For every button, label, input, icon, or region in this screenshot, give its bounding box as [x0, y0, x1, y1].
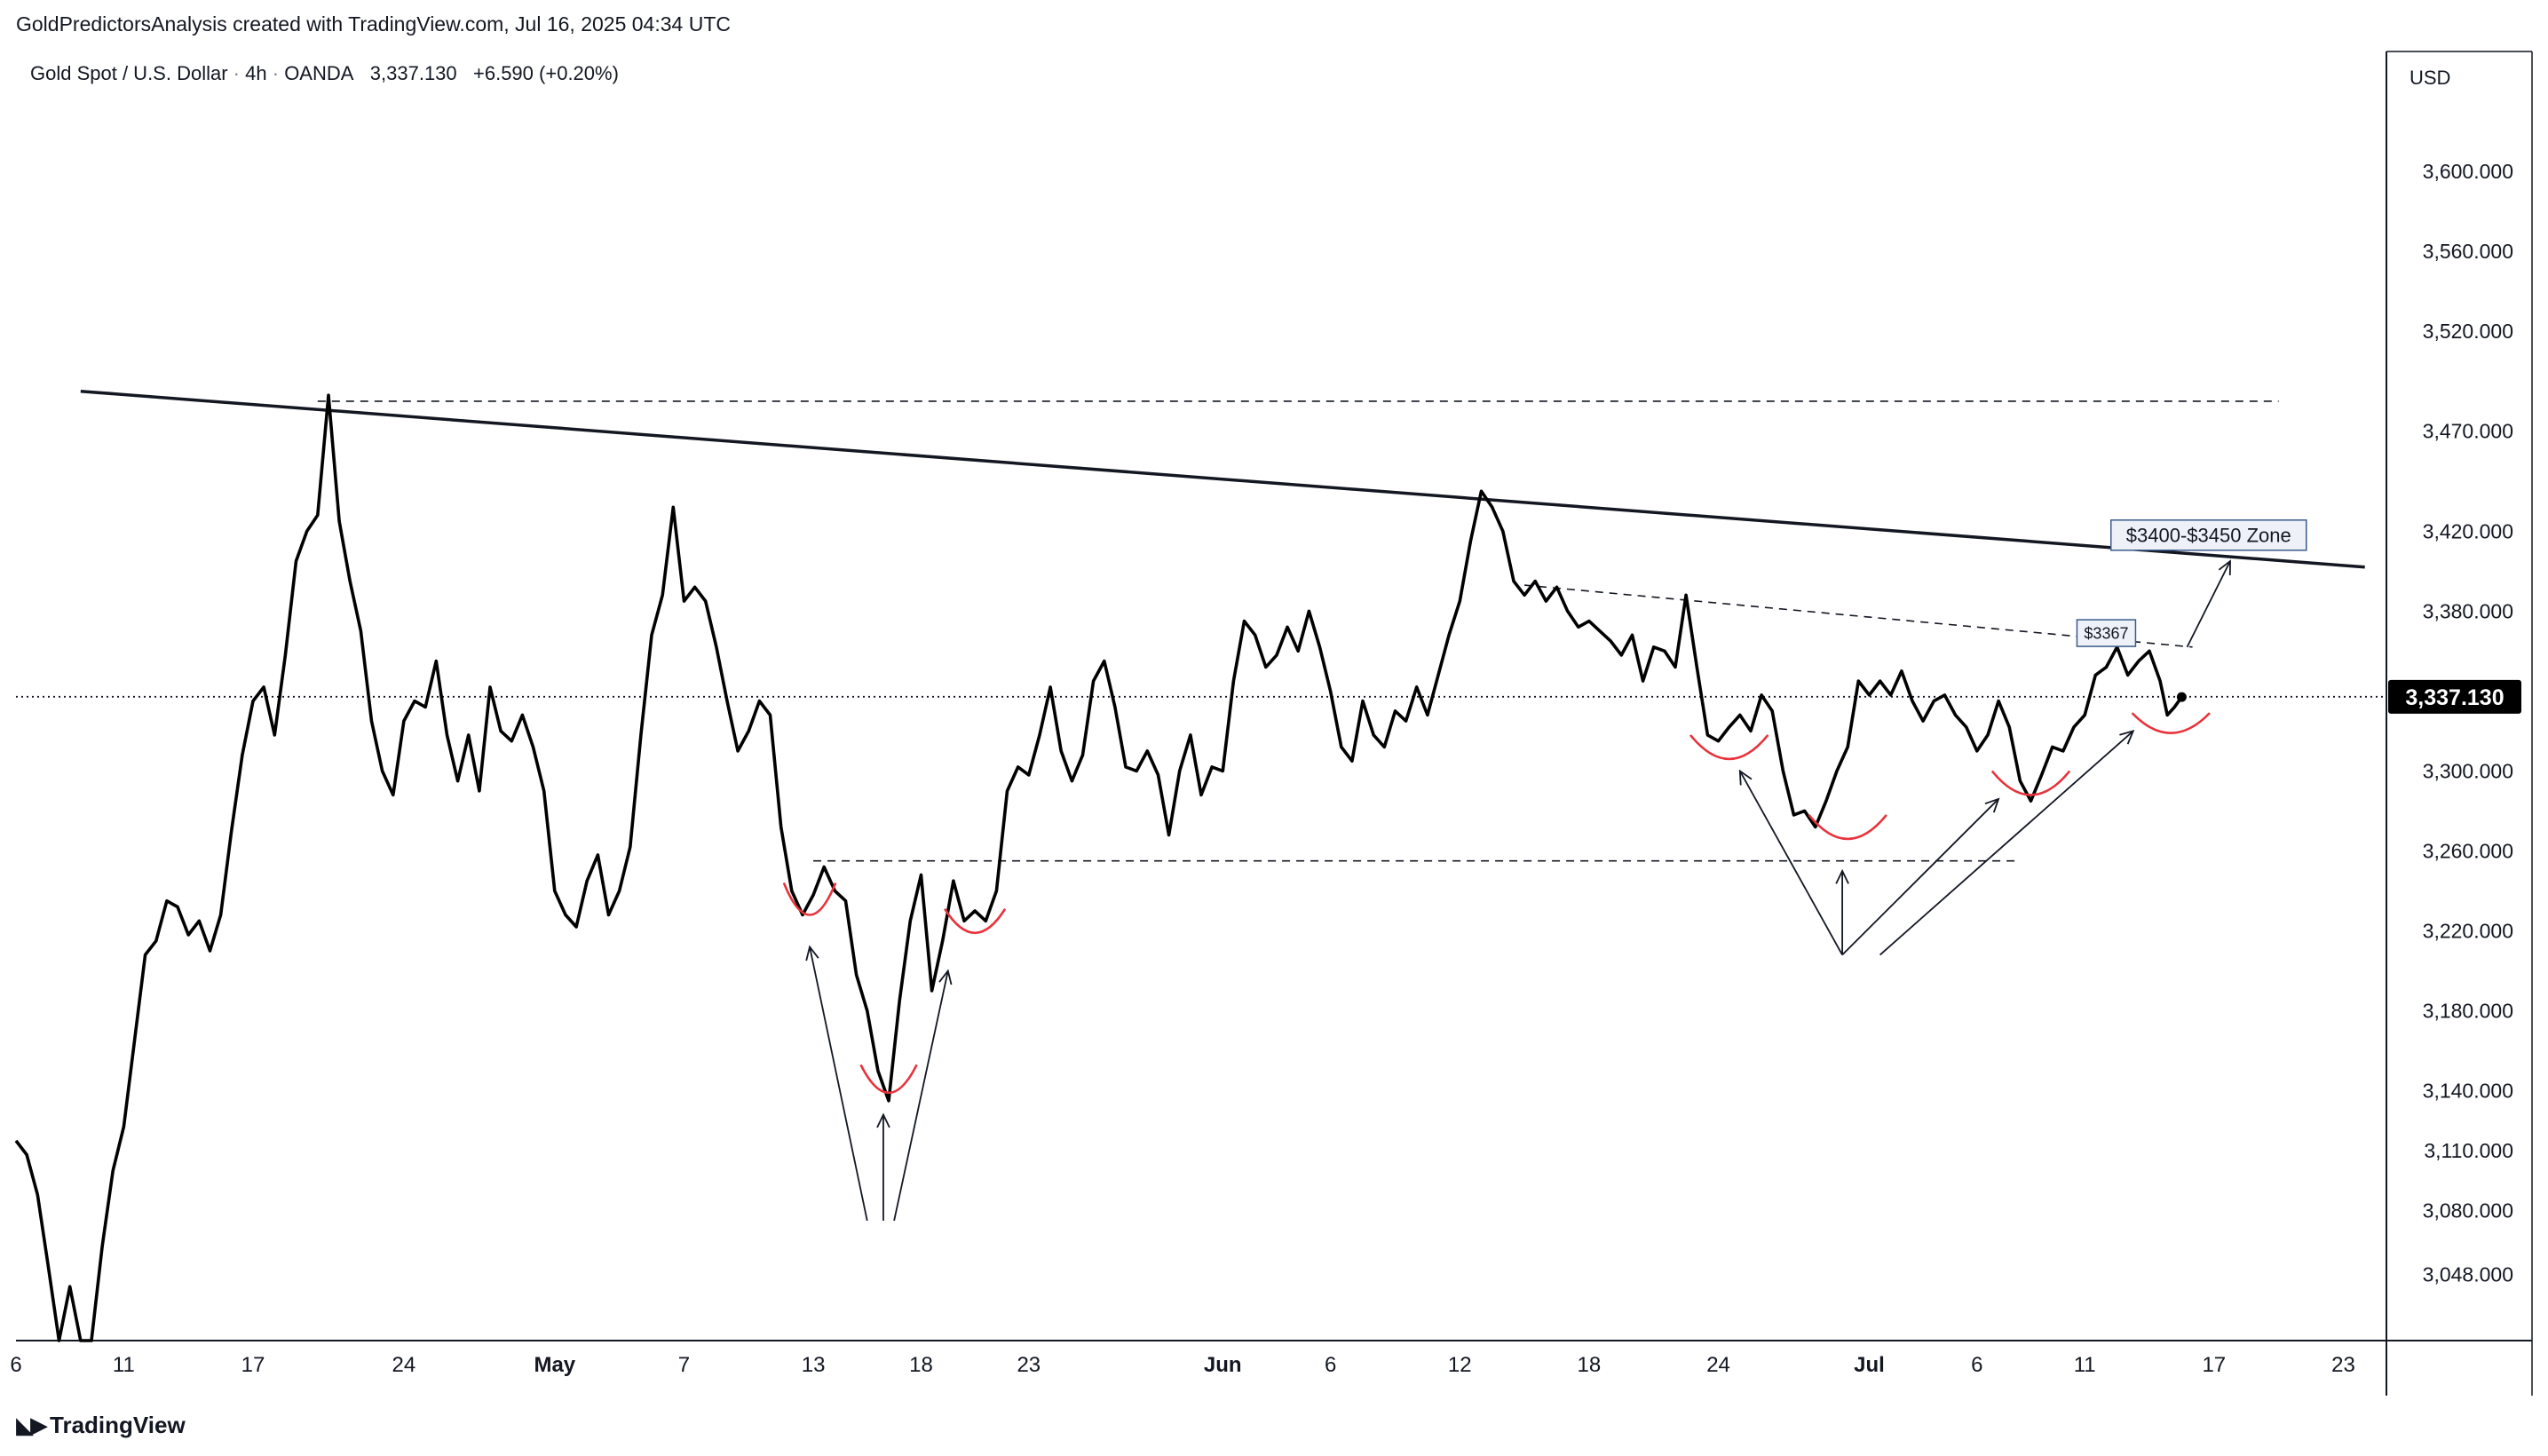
y-tick-label-3: 3,140.000: [2423, 1080, 2513, 1103]
x-tick-label-8: 23: [1017, 1353, 1041, 1377]
y-tick-label-5: 3,220.000: [2423, 920, 2513, 943]
bottom-curve-2: [944, 908, 1007, 934]
x-tick-label-10: 6: [1325, 1353, 1336, 1377]
tradingview-brand: TradingView: [50, 1412, 186, 1438]
x-tick-label-6: 13: [802, 1353, 826, 1377]
x-tick-label-18: 23: [2331, 1353, 2355, 1377]
annotations: $3400-$3450 Zone $3367: [2076, 519, 2307, 647]
y-tick-label-13: 3,600.000: [2423, 160, 2513, 183]
symbol-legend[interactable]: Gold Spot / U.S. Dollar · 4h · OANDA 3,3…: [30, 62, 619, 85]
trendline-0: [80, 389, 2365, 569]
arrow-shaft-0: [809, 946, 868, 1222]
annotation-label-0: $3400-$3450 Zone: [2126, 525, 2291, 547]
price-axis-cover-top: [2388, 53, 2530, 98]
y-tick-label-10: 3,470.000: [2423, 420, 2513, 443]
arrow-shaft-6: [1879, 730, 2134, 956]
arrow-head-4: [1835, 868, 1849, 884]
arrow-shaft-7: [2186, 560, 2231, 648]
x-tick-label-5: 7: [678, 1353, 690, 1377]
symbol-change-pct: (+0.20%): [539, 62, 619, 84]
legend-separator-2: ·: [272, 62, 280, 84]
bottom-curve-0: [782, 882, 837, 916]
symbol-last-price: 3,337.130: [369, 62, 457, 84]
x-tick-label-3: 24: [392, 1353, 416, 1377]
annotation-box-1: [2076, 619, 2137, 647]
arrows: [805, 559, 2231, 1222]
price-axis[interactable]: USD 3,048.000 3,080.000 3,110.000 3,140.000…: [2388, 53, 2530, 1286]
current-price-tag-bg: [2388, 679, 2521, 714]
x-tick-label-17: 17: [2202, 1353, 2226, 1377]
y-tick-label-7: 3,300.000: [2423, 759, 2513, 782]
arrow-head-0: [805, 945, 819, 961]
x-tick-label-16: 11: [2074, 1353, 2096, 1377]
annotation-box-0: [2110, 519, 2307, 551]
bottom-curve-3: [1689, 734, 1769, 761]
annotation-label-1: $3367: [2084, 625, 2128, 643]
tradingview-logo[interactable]: ◣▶ TradingView: [16, 1412, 186, 1439]
x-tick-label-1: 11: [113, 1353, 135, 1377]
current-price-tag-label: 3,337.130: [2405, 685, 2504, 710]
bottom-curve-1: [859, 1064, 918, 1094]
arrow-shaft-5: [1841, 798, 1999, 956]
current-price-tag: 3,337.130: [2388, 679, 2521, 714]
tradingview-mark-icon: ◣▶: [16, 1412, 48, 1438]
time-axis[interactable]: 6 11 17 24 May 7 13 18 23 Jun 6 12 18 24 Jul 6 11 17 23: [10, 1353, 2354, 1377]
arrow-head-1: [876, 1112, 890, 1128]
arrow-shaft-3: [1739, 770, 1843, 955]
x-tick-label-4: May: [534, 1353, 575, 1377]
arrow-head-2: [938, 969, 953, 985]
y-tick-label-11: 3,520.000: [2423, 320, 2513, 343]
arrow-shaft-2: [893, 970, 949, 1222]
y-tick-label-6: 3,260.000: [2423, 839, 2513, 862]
arrow-head-5: [1984, 797, 2000, 813]
arrow-head-7: [2218, 559, 2231, 576]
arrow-head-6: [2119, 730, 2135, 745]
symbol-broker: OANDA: [284, 62, 354, 84]
symbol-change: +6.590: [473, 62, 534, 84]
y-tick-label-2: 3,110.000: [2424, 1139, 2513, 1162]
x-tick-label-14: Jul: [1854, 1353, 1885, 1377]
x-tick-label-9: Jun: [1204, 1353, 1242, 1377]
x-tick-label-11: 12: [1448, 1353, 1472, 1377]
y-tick-label-8: 3,380.000: [2423, 599, 2513, 622]
y-tick-label-9: 3,420.000: [2423, 519, 2513, 542]
y-tick-label-1: 3,080.000: [2423, 1199, 2513, 1223]
chart-frame: [16, 51, 2533, 1396]
last-price-dot: [2176, 692, 2187, 702]
bottom-curve-6: [2131, 712, 2211, 734]
x-tick-label-13: 24: [1706, 1353, 1730, 1377]
symbol-interval: 4h: [245, 62, 267, 84]
y-tick-label-12: 3,560.000: [2423, 240, 2513, 263]
bottom-curve-5: [1990, 770, 2071, 796]
x-tick-label-2: 17: [241, 1353, 265, 1377]
x-tick-label-0: 6: [10, 1353, 21, 1377]
symbol-name[interactable]: Gold Spot / U.S. Dollar: [30, 62, 228, 84]
price-series: [14, 393, 2187, 1342]
legend-separator: ·: [233, 62, 240, 84]
x-tick-label-7: 18: [909, 1353, 933, 1377]
y-tick-label-4: 3,180.000: [2423, 1000, 2513, 1023]
arrow-head-3: [1738, 769, 1753, 786]
currency-label[interactable]: USD: [2410, 67, 2450, 89]
x-tick-label-12: 18: [1578, 1353, 1602, 1377]
price-line-0: [14, 393, 2183, 1342]
bottom-curves: [782, 712, 2211, 1094]
x-tick-label-15: 6: [1971, 1353, 1982, 1377]
trendlines: [80, 389, 2365, 648]
horizontal-levels: [16, 400, 2386, 862]
bottom-curve-4: [1808, 814, 1887, 841]
y-tick-label-0: 3,048.000: [2423, 1263, 2513, 1286]
chart-credit: GoldPredictorsAnalysis created with Trad…: [16, 12, 731, 36]
